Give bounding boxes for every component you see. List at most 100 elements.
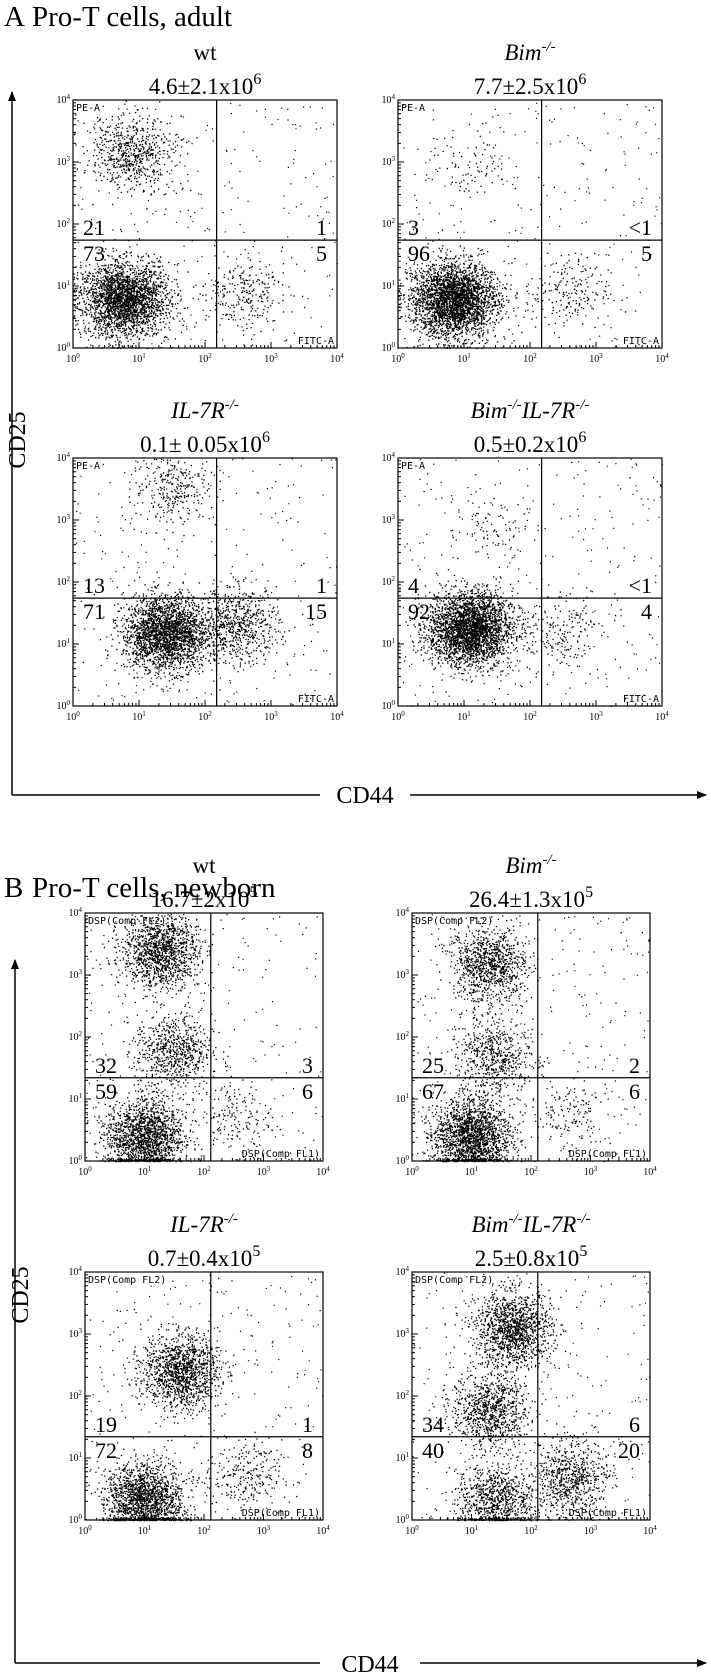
event-dots: [398, 102, 663, 350]
event-dots: [85, 1274, 324, 1522]
genotype-label: Bim-/-IL-7R-/-: [470, 397, 589, 423]
y-tick-label: 104: [396, 906, 410, 919]
genotype-label: wt: [193, 853, 217, 878]
channel-label-x: DSP(Comp FL1): [242, 1508, 320, 1519]
quadrant-upper-left: 25: [422, 1053, 444, 1078]
scatter-points: [73, 100, 338, 350]
channel-label-y: PE-A: [401, 103, 425, 114]
x-tick-label: 102: [524, 1524, 538, 1537]
y-tick-label: 100: [396, 1513, 410, 1526]
y-tick-label: 101: [57, 279, 71, 292]
quadrant-lower-left: 40: [422, 1438, 444, 1463]
scatter-points: [412, 1272, 651, 1522]
y-tick-label: 103: [382, 155, 396, 168]
channel-label-y: PE-A: [76, 103, 100, 114]
x-tick-label: 100: [66, 352, 80, 365]
y-tick-label: 102: [57, 217, 71, 230]
x-tick-label: 100: [391, 352, 405, 365]
y-tick-label: 103: [57, 155, 71, 168]
x-tick-label: 101: [132, 352, 146, 365]
section-b-letter: B: [4, 872, 23, 904]
x-tick-label: 104: [655, 710, 669, 723]
quadrant-upper-right: 1: [316, 573, 327, 598]
quadrant-lower-right: 20: [618, 1438, 640, 1463]
x-tick-label: 102: [523, 710, 537, 723]
quadrant-lower-right: 4: [641, 599, 652, 624]
panel-a-bim: 100 101 102 103 104 100 101 102 103 104 PE-A FITC-A…: [382, 39, 670, 365]
x-tick-label: 103: [584, 1524, 598, 1537]
y-tick-label: 103: [57, 513, 71, 526]
quadrant-lower-left: 71: [83, 599, 105, 624]
event-dots: [75, 458, 338, 706]
y-tick-label: 101: [57, 637, 71, 650]
x-tick-label: 101: [138, 1524, 152, 1537]
section-b-title: Pro-T cells, newborn: [32, 872, 276, 904]
quadrant-upper-left: 19: [95, 1412, 117, 1437]
quadrant-upper-left: 3: [408, 215, 419, 240]
x-tick-label: 101: [457, 352, 471, 365]
y-tick-label: 102: [382, 575, 396, 588]
y-tick-label: 101: [382, 279, 396, 292]
x-tick-label: 101: [132, 710, 146, 723]
channel-label-x: FITC-A: [298, 694, 334, 705]
x-tick-label: 104: [655, 352, 669, 365]
y-tick-label: 101: [382, 637, 396, 650]
cell-count-label: 2.5±0.8x105: [475, 1243, 588, 1271]
y-tick-label: 102: [69, 1389, 83, 1402]
y-tick-label: 103: [382, 513, 396, 526]
x-tick-label: 101: [138, 1165, 152, 1178]
y-tick-label: 101: [69, 1092, 83, 1105]
quadrant-lower-right: 6: [629, 1079, 640, 1104]
quadrant-lower-right: 8: [302, 1438, 313, 1463]
cell-count-label: 0.7±0.4x105: [148, 1243, 261, 1271]
scatter-points: [85, 913, 324, 1163]
y-tick-label: 103: [69, 968, 83, 981]
y-tick-label: 102: [396, 1389, 410, 1402]
quadrant-lower-left: 67: [422, 1079, 444, 1104]
x-tick-label: 101: [457, 710, 471, 723]
event-dots: [412, 1272, 651, 1522]
x-tick-label: 104: [643, 1165, 657, 1178]
y-tick-label: 104: [396, 1265, 410, 1278]
event-dots: [398, 458, 663, 708]
section-b-x-label: CD44: [341, 1652, 398, 1674]
plot-frame: [72, 457, 338, 707]
scatter-points: [398, 458, 663, 708]
section-a-letter: A: [4, 1, 25, 33]
quadrant-upper-right: <1: [629, 215, 652, 240]
y-tick-label: 104: [69, 906, 83, 919]
cell-count-label: 7.7±2.5x106: [474, 71, 587, 99]
x-tick-label: 104: [330, 710, 344, 723]
y-tick-label: 100: [382, 699, 396, 712]
channel-label-x: DSP(Comp FL1): [242, 1149, 320, 1160]
genotype-label: IL-7R-/-: [170, 397, 239, 423]
y-tick-label: 102: [69, 1030, 83, 1043]
y-tick-label: 100: [382, 341, 396, 354]
panel-a-il7r: 100 101 102 103 104 100 101 102 103 104 PE-A FITC-A…: [57, 397, 345, 723]
panel-a-bim-il7r: 100 101 102 103 104 100 101 102 103 104 PE-A FITC-A…: [382, 397, 670, 723]
cell-count-label: 16.7±2x105: [151, 884, 258, 912]
x-tick-label: 102: [197, 1165, 211, 1178]
section-a-x-label: CD44: [336, 783, 393, 809]
quadrant-upper-right: <1: [629, 573, 652, 598]
x-tick-label: 102: [197, 1524, 211, 1537]
x-tick-label: 103: [257, 1524, 271, 1537]
quadrant-lower-right: 6: [302, 1079, 313, 1104]
scatter-points: [412, 914, 651, 1163]
quadrant-lower-right: 5: [641, 241, 652, 266]
quadrant-lower-left: 72: [95, 1438, 117, 1463]
section-a-x-label-bg: [320, 780, 410, 810]
panel-b-bim-il7r: 100 101 102 103 104 100 101 102 103 104 DSP(Comp F…: [396, 1211, 658, 1537]
y-tick-label: 100: [396, 1154, 410, 1167]
panel-a-wt: 100 101 102 103 104 100 101 102 103 104 PE-A FITC-A…: [57, 40, 345, 365]
cell-count-label: 4.6±2.1x106: [149, 71, 262, 99]
quadrant-upper-left: 13: [83, 573, 105, 598]
event-dots: [412, 914, 651, 1163]
y-tick-label: 103: [396, 1327, 410, 1340]
y-tick-label: 101: [69, 1451, 83, 1464]
x-tick-label: 102: [198, 352, 212, 365]
x-tick-label: 102: [523, 352, 537, 365]
quadrant-lower-right: 15: [305, 599, 327, 624]
x-tick-label: 102: [198, 710, 212, 723]
